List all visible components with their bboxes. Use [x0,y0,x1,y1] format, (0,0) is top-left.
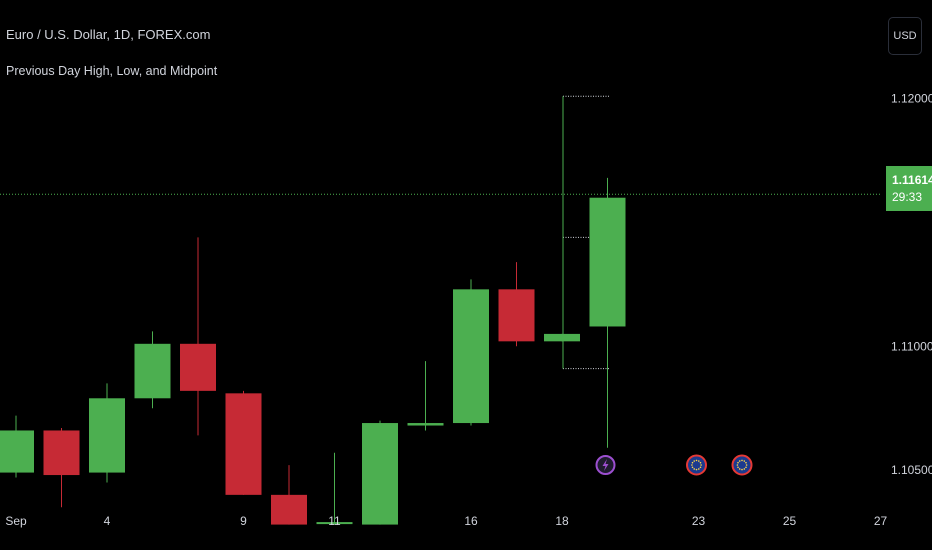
time-axis[interactable]: Sep 4 9 11 16 18 23 25 27 [5,514,887,528]
eu-star [741,468,743,471]
eu-star [693,468,695,470]
price-axis-label: 1.10500 [891,463,932,477]
candle-body [271,494,307,525]
eu-star [743,460,746,462]
eu-star [736,464,739,466]
eu-star [691,461,694,464]
candle-body [43,430,80,476]
eu-star [745,466,747,469]
candle[interactable] [271,465,307,525]
price-axis-label: 1.12000 [891,92,932,106]
event-ring [731,454,753,476]
lightning-event-icon[interactable] [595,455,616,475]
eu-star [699,466,702,469]
time-axis-label: 16 [464,514,478,528]
eu-star [699,461,702,464]
candle-body [0,430,34,473]
price-axis-label: 1.11000 [891,339,932,353]
time-axis-label: 27 [874,514,888,528]
time-axis-label: 11 [328,514,341,528]
eu-star [700,464,702,466]
indicator-name[interactable]: Previous Day High, Low, and Midpoint [6,64,218,78]
eu-event-icon[interactable] [731,454,753,476]
time-axis-label: 18 [555,514,569,528]
eu-star [698,468,700,470]
time-axis-label: 23 [692,514,706,528]
eu-star [738,468,741,470]
candle-body [407,423,444,426]
price-axis[interactable]: 1.12000 1.11000 1.10500 [891,92,932,477]
eu-star [741,459,743,462]
eu-star [698,460,700,462]
candle-body [225,393,262,495]
candle-body [89,398,125,473]
candle[interactable] [362,420,398,525]
candle[interactable] [544,333,580,342]
candle-body [544,333,580,342]
candle-body [180,343,216,391]
candle-body [498,289,535,342]
time-axis-label: 25 [783,514,797,528]
candle-body [134,343,171,399]
eu-event-icon[interactable] [686,454,707,476]
current-price-label: 1.11614 29:33 [886,166,932,211]
lightning-glyph [602,459,609,471]
candle[interactable] [589,177,626,448]
candle[interactable] [89,383,125,483]
eu-star [695,468,698,471]
candle[interactable] [453,279,489,426]
previous-day-levels [562,95,609,370]
candle[interactable] [316,452,353,525]
time-axis-label: 9 [240,514,247,528]
candle[interactable] [180,237,216,436]
candle-body [589,197,626,327]
eu-star [745,461,747,464]
event-ring [686,454,707,476]
eu-star [691,464,693,466]
candle[interactable] [498,262,535,347]
eu-star [745,464,748,466]
currency-button[interactable]: USD [888,17,922,55]
candle[interactable] [0,415,34,478]
eu-star [693,460,695,462]
candle-body [362,423,398,525]
eu-star [695,459,698,462]
candle[interactable] [134,331,171,409]
eu-star [737,461,739,464]
candles[interactable] [0,177,626,525]
time-axis-label: Sep [5,514,27,528]
eu-star [743,468,746,470]
symbol-title[interactable]: Euro / U.S. Dollar, 1D, FOREX.com [6,27,211,42]
event-markers[interactable] [595,454,753,476]
eu-star [691,466,694,469]
eu-star [737,466,739,469]
candle-body [453,289,489,424]
time-axis-label: 4 [104,514,111,528]
candle[interactable] [43,428,80,508]
candle[interactable] [407,361,444,431]
candle-body [316,522,353,525]
current-price-value: 1.11614 [892,172,932,187]
eu-star [738,460,741,462]
bar-countdown: 29:33 [892,189,923,204]
candle[interactable] [225,390,262,495]
